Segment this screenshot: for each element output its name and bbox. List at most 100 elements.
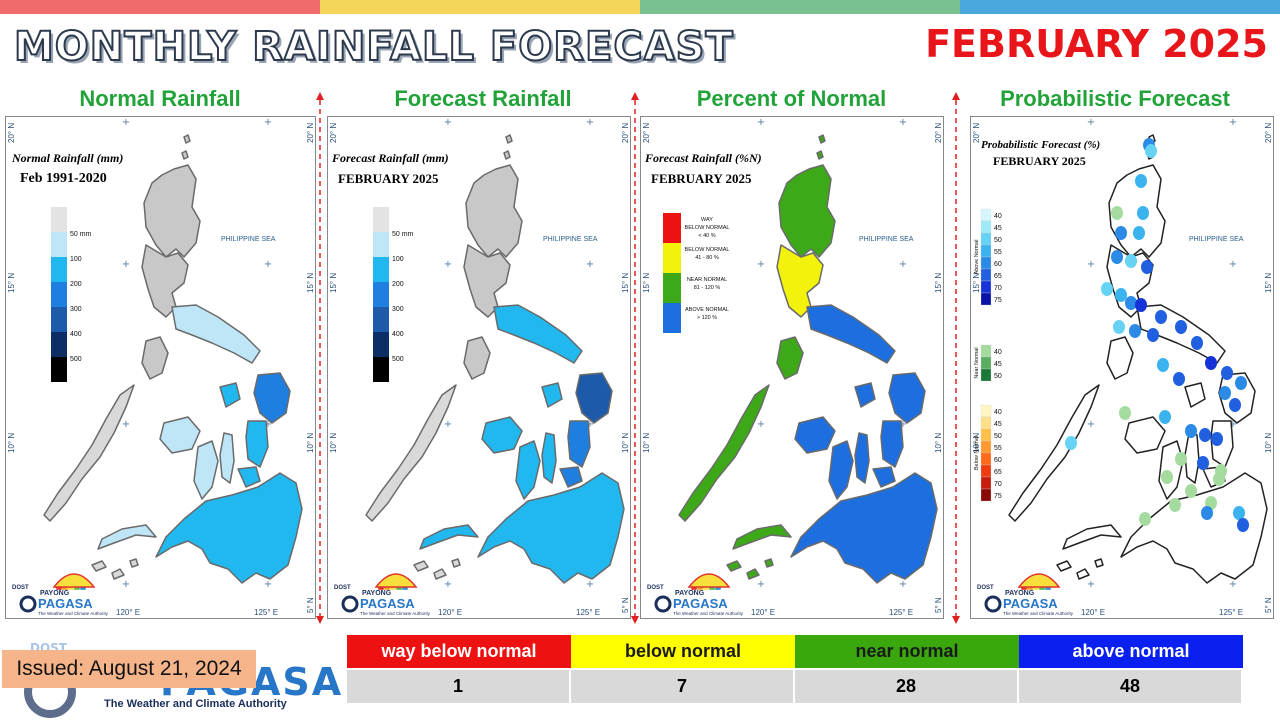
island-leyte	[880, 420, 904, 468]
prob-colorbar-label: 70	[994, 285, 1002, 292]
prob-colorbar-label: 40	[994, 213, 1002, 220]
island-mindanao	[155, 472, 303, 584]
grid-cross-marker: +	[1229, 419, 1237, 430]
island-panay	[1124, 416, 1166, 454]
rainfall-colorbar: 50 mm 100 200 300 400 500	[51, 207, 92, 382]
prob-colorbar-swatch	[980, 268, 992, 282]
grid-cross-marker: +	[122, 117, 130, 128]
lat-label-15-right: 15° N	[1264, 273, 1273, 293]
rainfall-colorbar-label: 200	[70, 281, 82, 288]
svg-text:The Weather and Climate Author: The Weather and Climate Authority	[1003, 611, 1074, 616]
island-luzon_s	[171, 304, 261, 364]
sea-label: PHILIPPINE SEA	[543, 236, 598, 243]
prob-colorbar-swatch	[980, 256, 992, 270]
top-bar-segment-blue	[960, 0, 1280, 14]
station-dot	[1199, 428, 1211, 442]
island-cebu	[219, 432, 235, 484]
count-near-normal: 28	[795, 670, 1019, 703]
station-dot	[1173, 372, 1185, 386]
island-panay	[481, 416, 523, 454]
prob-colorbar-swatch	[980, 344, 992, 358]
issued-date: Issued: August 21, 2024	[2, 650, 256, 688]
island-zambo	[732, 524, 792, 550]
lon-label-120: 120° E	[751, 608, 775, 617]
percent-legend-label: > 120 %	[697, 315, 717, 321]
prob-colorbar-swatch	[980, 292, 992, 306]
station-dot	[1201, 506, 1213, 520]
rainfall-colorbar-swatch	[51, 282, 67, 307]
island-palawan	[678, 384, 770, 522]
rainfall-colorbar-swatch	[373, 307, 389, 332]
panel-divider-2	[631, 92, 639, 624]
island-sulu	[726, 558, 774, 580]
prob-colorbar-swatch	[980, 244, 992, 258]
island-sulu	[1056, 558, 1104, 580]
lat-label-5-right: 5° N	[934, 597, 943, 613]
prob-colorbar-label: 65	[994, 273, 1002, 280]
island-negros	[828, 440, 854, 500]
lat-label-20: 20° N	[329, 123, 338, 143]
grid-cross-marker: +	[444, 579, 452, 590]
island-luzon_c	[776, 244, 824, 318]
forecast-rainfall-map: 20° N 20° N 15° N 15° N 10° N 10° N 5° N 120° E…	[329, 117, 630, 617]
island-negros	[193, 440, 219, 500]
grid-cross-marker: +	[1087, 259, 1095, 270]
percent-legend-label: 81 - 120 %	[694, 285, 721, 291]
station-dot	[1139, 512, 1151, 526]
grid-cross-marker: +	[757, 419, 765, 430]
station-dot	[1221, 366, 1233, 380]
lon-label-125: 125° E	[1219, 608, 1243, 617]
island-mindanao	[477, 472, 625, 584]
prob-colorbar-label: 70	[994, 481, 1002, 488]
island-mindanao	[790, 472, 938, 584]
category-near-normal: near normal	[795, 635, 1019, 668]
percent-legend-swatch	[663, 243, 681, 273]
prob-title-near: Near Normal	[974, 347, 980, 378]
rainfall-colorbar-swatch	[373, 282, 389, 307]
grid-cross-marker: +	[1087, 117, 1095, 128]
station-dot	[1237, 518, 1249, 532]
lat-label-10-right: 10° N	[306, 433, 315, 453]
rainfall-colorbar-swatch	[51, 207, 67, 232]
grid-cross-marker: +	[264, 579, 272, 590]
island-panay	[794, 416, 836, 454]
lon-label-120: 120° E	[116, 608, 140, 617]
grid-cross-marker: +	[899, 579, 907, 590]
island-sulu	[413, 558, 461, 580]
station-dot	[1113, 320, 1125, 334]
rainfall-colorbar-label: 500	[70, 356, 82, 363]
island-masbate	[541, 382, 563, 408]
lon-label-120: 120° E	[438, 608, 462, 617]
top-color-bar	[0, 0, 1280, 14]
rainfall-colorbar-swatch	[51, 332, 67, 357]
island-bohol	[237, 466, 261, 488]
percent-legend-swatch	[663, 213, 681, 243]
prob-colorbar-swatch	[980, 428, 992, 442]
category-way-below-normal: way below normal	[347, 635, 571, 668]
island-cebu	[854, 432, 870, 484]
lat-label-20-right: 20° N	[621, 123, 630, 143]
station-dot	[1129, 324, 1141, 338]
station-dot	[1145, 144, 1157, 158]
map-panel-normal: 20° N 20° N 15° N 15° N 10° N 10° N 5° N 120° E…	[5, 116, 316, 619]
prob-colorbar-label: 60	[994, 261, 1002, 268]
lat-label-20-right: 20° N	[306, 123, 315, 143]
grid-cross-marker: +	[444, 117, 452, 128]
rainfall-colorbar-label: 100	[392, 256, 404, 263]
lat-label-15: 15° N	[329, 273, 338, 293]
station-dot	[1119, 406, 1131, 420]
grid-cross-marker: +	[899, 419, 907, 430]
count-way-below-normal: 1	[347, 670, 571, 703]
lat-label-20-right: 20° N	[1264, 123, 1273, 143]
grid-cross-marker: +	[1087, 419, 1095, 430]
grid-cross-marker: +	[1229, 579, 1237, 590]
grid-cross-marker: +	[1229, 117, 1237, 128]
map-panel-probabilistic: 20° N 20° N 15° N 15° N 10° N 10° N 5° N 120° E…	[970, 116, 1274, 619]
lon-label-120: 120° E	[1081, 608, 1105, 617]
rainfall-colorbar-swatch	[51, 307, 67, 332]
prob-colorbar-label: 60	[994, 457, 1002, 464]
island-cebu	[1184, 432, 1200, 484]
prob-colorbar-swatch	[980, 356, 992, 370]
rainfall-colorbar-swatch	[51, 357, 67, 382]
